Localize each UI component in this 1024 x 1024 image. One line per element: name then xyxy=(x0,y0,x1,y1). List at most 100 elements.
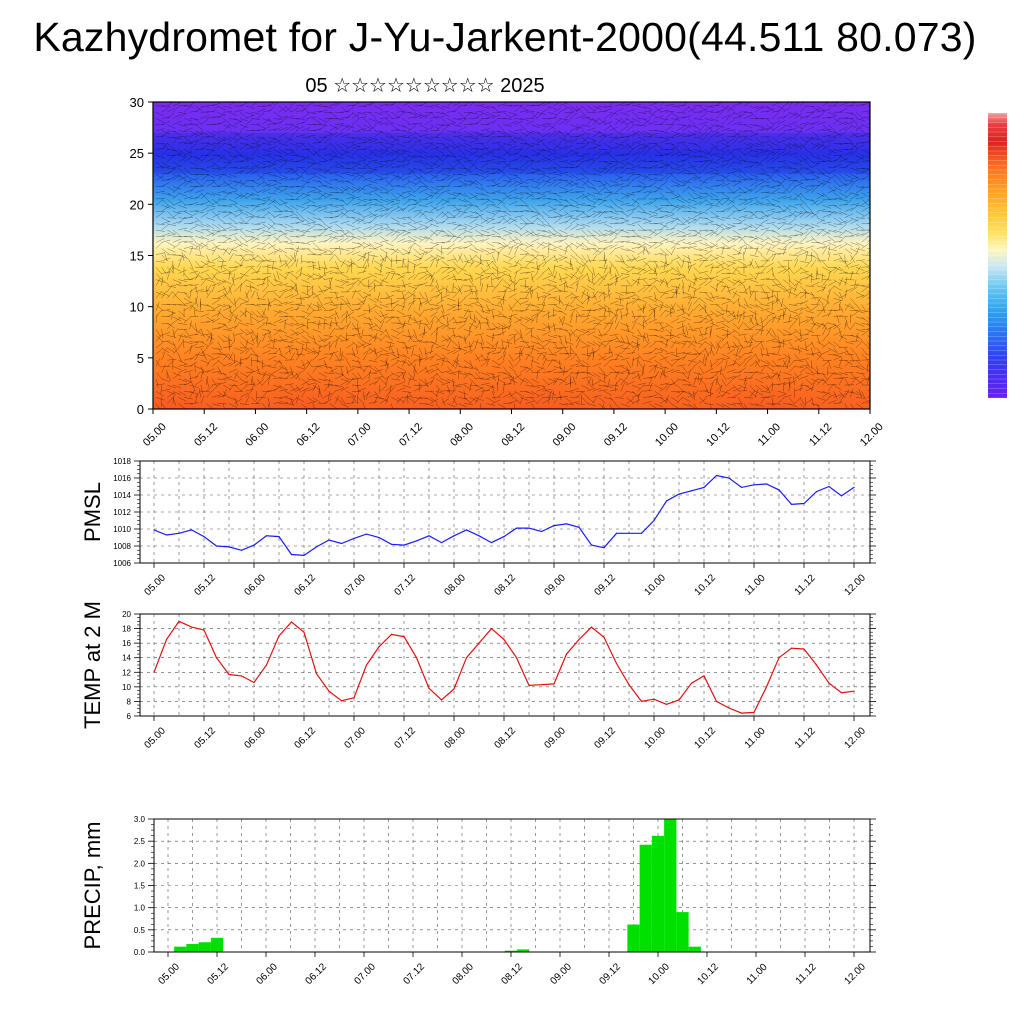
pmsl-panel-point xyxy=(603,547,605,549)
xs-x-tick-label: 12.00 xyxy=(858,421,886,449)
x-tick-label: 07.12 xyxy=(392,572,418,598)
pmsl-panel-point xyxy=(715,474,718,477)
precip-bar xyxy=(664,819,677,952)
xs-y-tick-label: 5 xyxy=(137,351,144,366)
precip-bar xyxy=(676,912,689,952)
x-tick-label: 12.00 xyxy=(842,725,868,751)
temp-panel-ylabel: TEMP at 2 M xyxy=(80,601,105,729)
precip-bar xyxy=(504,950,518,952)
x-tick-label: 05.00 xyxy=(156,961,182,987)
x-tick-label: 05.12 xyxy=(205,961,231,987)
y-tick-label: 1014 xyxy=(113,491,131,500)
pmsl-panel-point xyxy=(415,540,418,542)
temp-panel-point xyxy=(690,682,693,684)
y-tick-label: 6 xyxy=(127,712,132,721)
temp-panel-point xyxy=(515,657,518,659)
xs-y-tick-label: 10 xyxy=(130,300,144,315)
xs-y-tick-label: 0 xyxy=(137,402,144,417)
x-tick-label: 11.12 xyxy=(793,572,818,597)
precip-panel-ylabel: PRECIP, mm xyxy=(80,822,105,950)
temp-panel-point xyxy=(378,646,380,648)
pmsl-panel-point xyxy=(240,549,243,551)
temp-panel-point xyxy=(753,711,755,713)
pmsl-panel-point xyxy=(353,537,355,539)
xs-x-tick-label: 08.00 xyxy=(448,421,476,449)
temp-panel-point xyxy=(715,700,718,703)
precip-bar xyxy=(639,844,652,952)
pmsl-panel-point xyxy=(278,536,280,538)
temp-panel-point xyxy=(590,626,593,628)
temp-panel-point xyxy=(703,675,705,677)
xs-x-tick-label: 09.12 xyxy=(602,421,630,449)
x-tick-label: 07.12 xyxy=(392,725,418,751)
cold-band xyxy=(153,132,870,174)
pmsl-panel-point xyxy=(315,546,318,548)
x-tick-label: 11.12 xyxy=(793,725,818,750)
x-tick-label: 08.00 xyxy=(442,725,468,751)
pmsl-panel-point xyxy=(565,523,568,525)
temp-panel-point xyxy=(578,638,580,641)
temp-panel-point xyxy=(765,686,768,688)
precip-bar xyxy=(688,946,701,952)
pmsl-panel-point xyxy=(740,486,743,488)
pmsl-panel-point xyxy=(640,532,643,534)
pmsl-panel-point xyxy=(178,532,180,534)
xs-x-tick-label: 06.12 xyxy=(295,421,323,449)
temp-panel-point xyxy=(678,699,680,701)
x-tick-label: 05.12 xyxy=(192,725,218,751)
pmsl-panel-point xyxy=(153,529,155,531)
temp-panel-point xyxy=(253,681,255,684)
x-tick-label: 10.12 xyxy=(692,572,718,598)
pmsl-panel-point xyxy=(515,527,518,529)
precip-bar xyxy=(517,949,530,952)
precip-panel-grid xyxy=(154,818,870,953)
x-tick-label: 06.00 xyxy=(254,961,280,987)
temp-panel-point xyxy=(603,636,605,638)
pmsl-panel-point xyxy=(215,545,218,547)
x-tick-label: 07.12 xyxy=(401,961,427,987)
xs-y-tick-label: 20 xyxy=(130,197,144,212)
temp-panel-point xyxy=(228,673,230,676)
y-tick-label: 16 xyxy=(122,639,131,648)
pmsl-panel-point xyxy=(778,489,780,491)
x-tick-label: 05.00 xyxy=(142,725,168,751)
pmsl-panel-point xyxy=(578,526,580,528)
pmsl-panel-point xyxy=(390,543,393,545)
chart-title: Kazhydromet for J-Yu-Jarkent-2000(44.511… xyxy=(33,14,977,60)
pmsl-panel: 1006 1008 1010 1012 1014 1016 1018 05.00 05.12 06… xyxy=(80,457,876,598)
xs-x-tick-label: 11.12 xyxy=(807,421,834,448)
temp-panel-point xyxy=(315,673,318,675)
x-tick-label: 09.00 xyxy=(548,961,574,987)
pmsl-panel-point xyxy=(328,539,330,541)
pmsl-panel-point xyxy=(803,502,805,505)
temp-panel-point xyxy=(365,664,368,666)
pmsl-panel-point xyxy=(553,525,555,527)
pmsl-panel-point xyxy=(503,536,505,538)
pmsl-panel-point xyxy=(628,532,630,534)
x-tick-label: 08.12 xyxy=(492,725,518,751)
x-tick-label: 05.12 xyxy=(192,572,218,598)
x-tick-label: 10.00 xyxy=(642,725,668,751)
y-tick-label: 14 xyxy=(122,654,131,663)
temp-panel-point xyxy=(740,712,743,714)
xs-y-tick-label: 25 xyxy=(130,146,144,161)
x-tick-label: 10.12 xyxy=(695,961,721,987)
wind-barb-field xyxy=(155,102,870,409)
pmsl-panel-point xyxy=(690,490,693,492)
y-tick-label: 12 xyxy=(122,668,131,677)
pmsl-panel-point xyxy=(703,486,705,488)
temp-panel-point xyxy=(828,682,830,684)
temp-panel-point xyxy=(428,687,430,689)
pmsl-panel-point xyxy=(303,554,305,556)
pmsl-panel-point xyxy=(540,530,543,533)
temp-panel-point xyxy=(653,698,655,700)
x-tick-label: 10.12 xyxy=(692,725,718,751)
temp-panel-point xyxy=(615,662,618,665)
temp-panel-point xyxy=(453,688,455,690)
precip-bar xyxy=(186,944,199,952)
xs-x-tick-label: 10.12 xyxy=(704,421,732,449)
temp-panel-point xyxy=(340,700,343,702)
temp-panel-point xyxy=(665,703,668,705)
temp-panel-point xyxy=(640,700,643,703)
